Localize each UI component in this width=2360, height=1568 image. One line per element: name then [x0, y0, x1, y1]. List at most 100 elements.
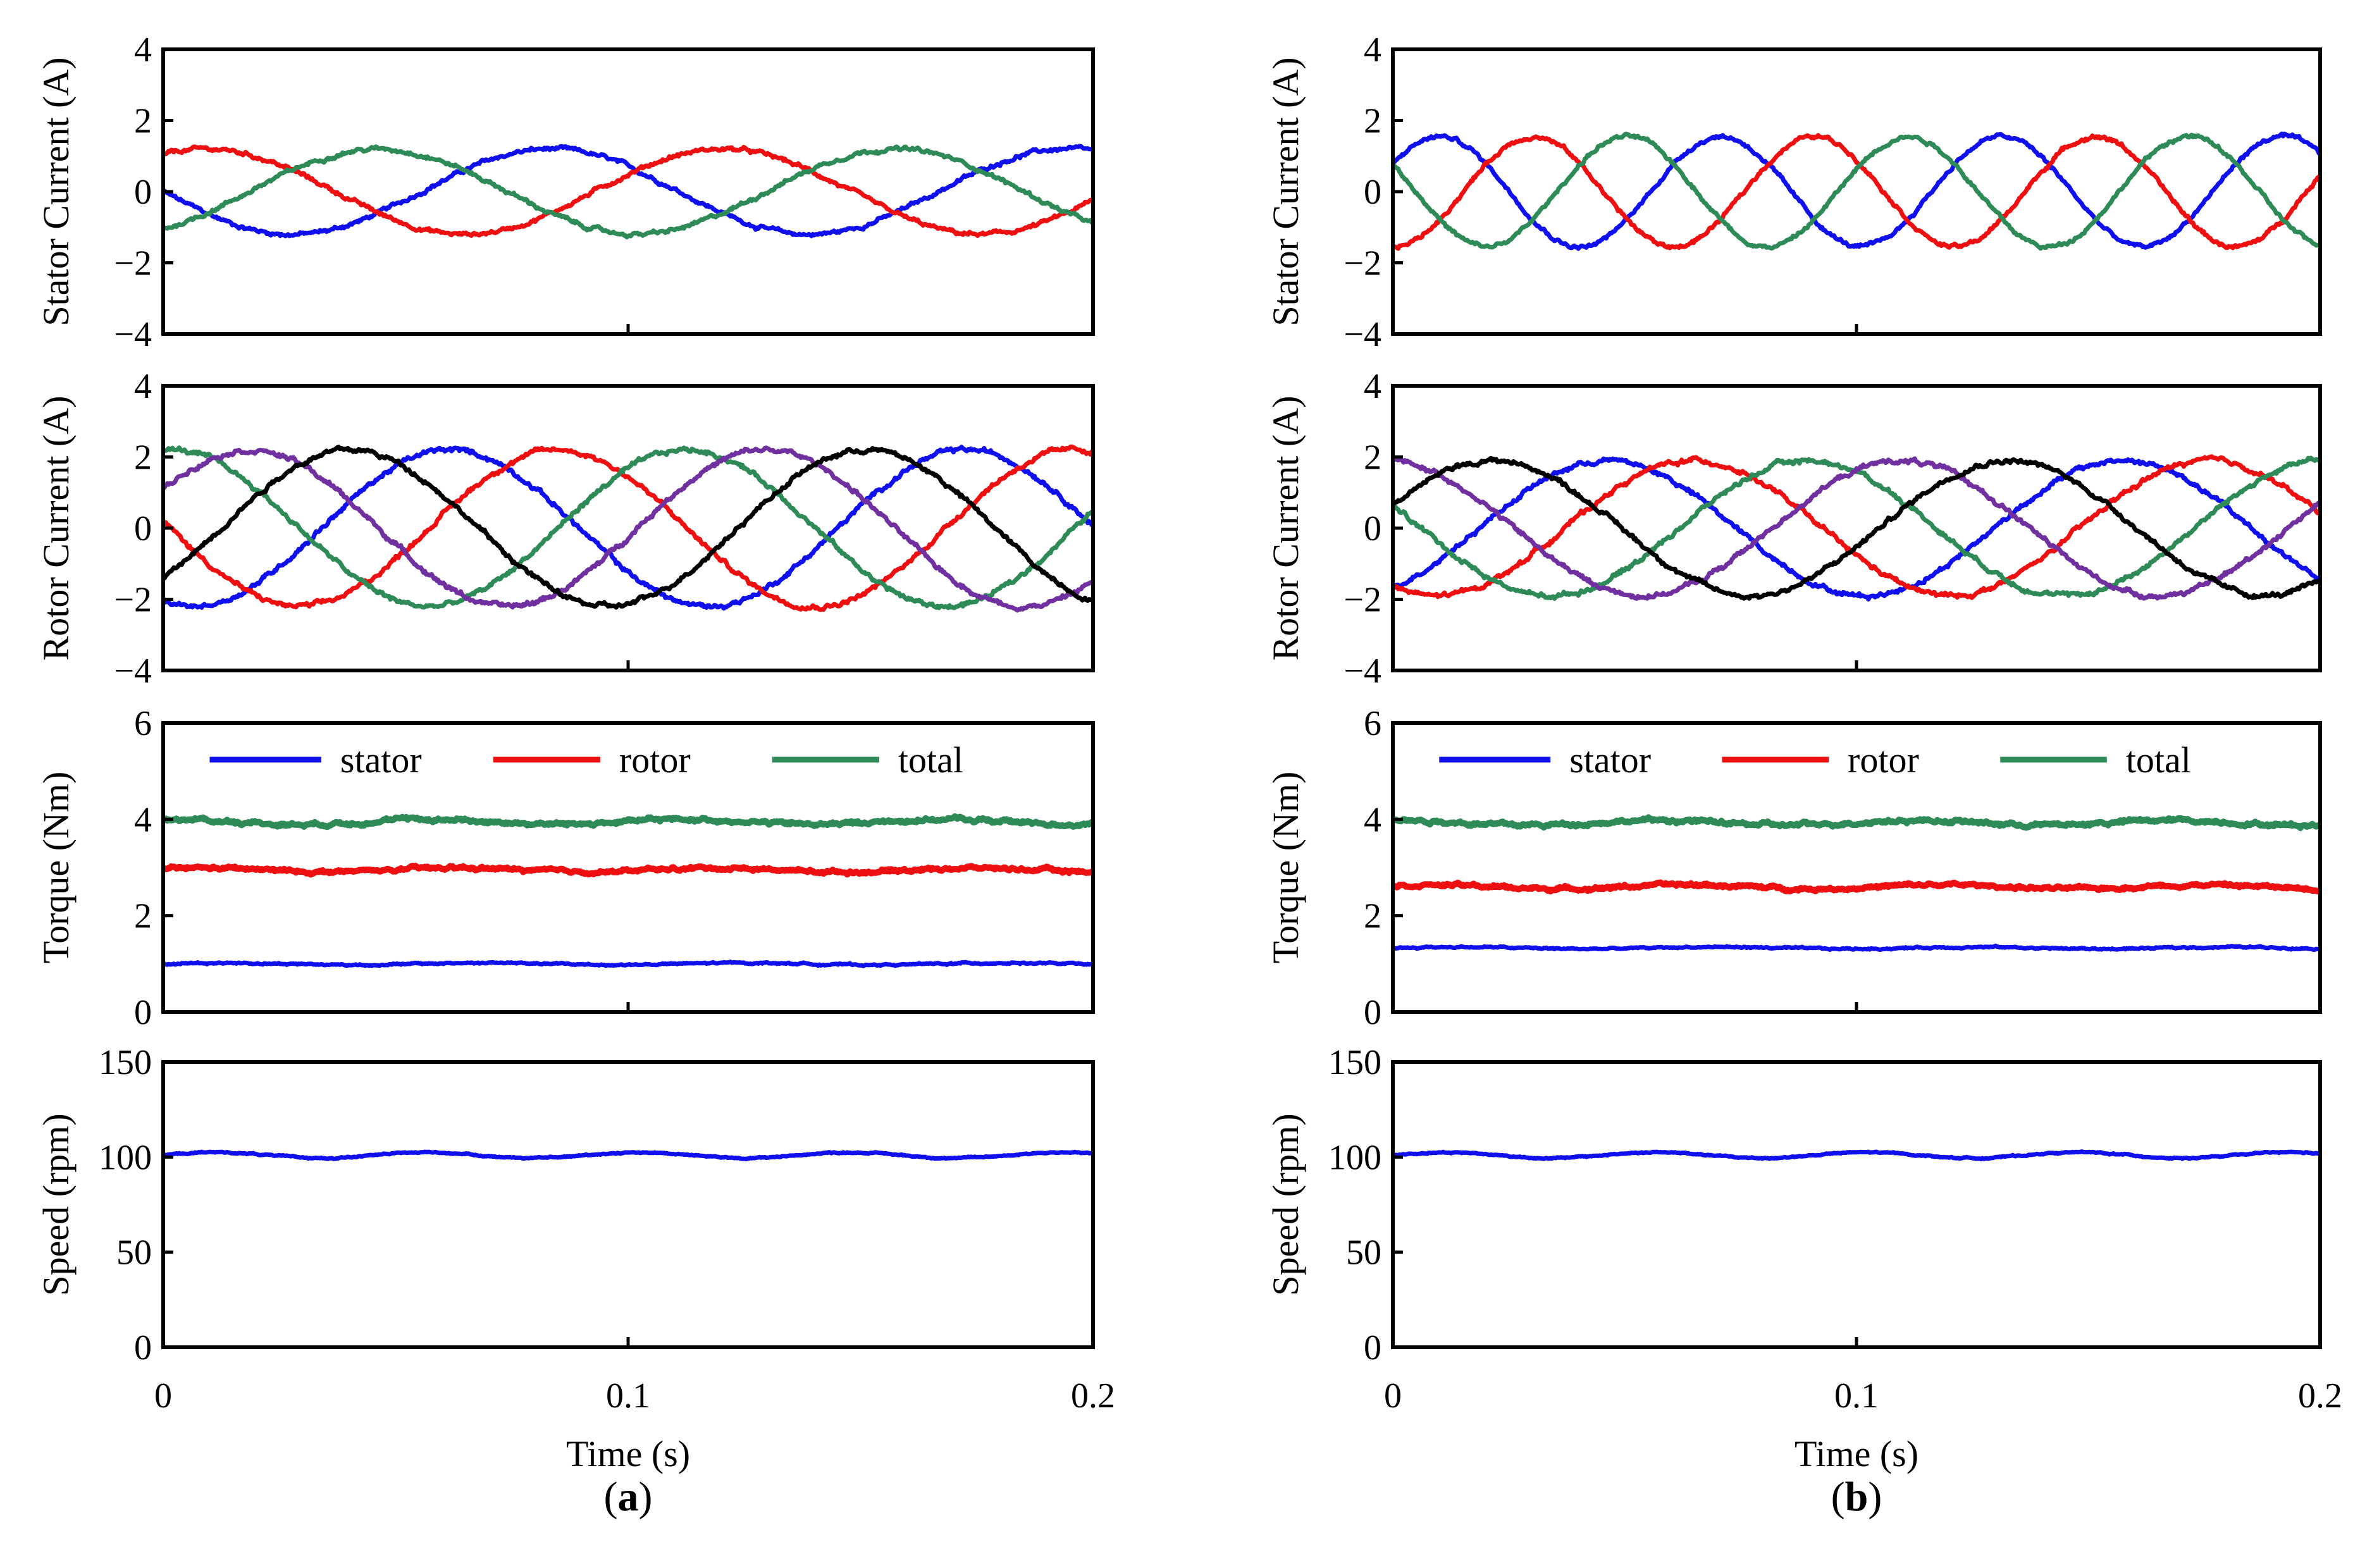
series-line-total	[163, 813, 1093, 830]
y-axis-title: Rotor Current (A)	[1265, 396, 1306, 661]
y-tick-label: 4	[134, 30, 152, 70]
caption-letter: a	[618, 1474, 639, 1520]
x-tick-label: 0.2	[1071, 1376, 1115, 1416]
caption-close: )	[639, 1474, 653, 1520]
y-tick-label: 4	[134, 800, 152, 839]
x-axis-title: Time (s)	[566, 1433, 690, 1474]
y-tick-label: 0	[134, 993, 152, 1032]
series-line-rotor	[1393, 879, 2320, 895]
y-tick-label: 4	[1364, 367, 1381, 406]
legend-label-total: total	[898, 739, 963, 781]
series-line-green	[1393, 132, 2320, 251]
y-tick-label: −4	[1344, 651, 1381, 691]
caption-open: (	[604, 1474, 618, 1520]
series-group	[1393, 814, 2320, 953]
y-tick-label: 2	[1364, 102, 1381, 141]
caption-close: )	[1868, 1474, 1882, 1520]
series-line-stator	[1393, 943, 2320, 953]
series-line-black	[1393, 455, 2320, 601]
series-line-blue	[163, 1149, 1093, 1161]
y-tick-label: 4	[1364, 800, 1381, 839]
y-axis-title: Stator Current (A)	[1265, 57, 1306, 326]
series-line-total	[1393, 814, 2320, 831]
series-group	[163, 444, 1093, 613]
y-tick-label: −2	[1344, 581, 1381, 620]
series-group	[1393, 132, 2320, 251]
legend-label-stator: stator	[340, 739, 422, 781]
series-line-green	[163, 445, 1093, 610]
y-tick-label: 0	[134, 173, 152, 212]
y-tick-label: 0	[1364, 1328, 1381, 1367]
x-tick-label: 0.1	[606, 1376, 650, 1416]
y-axis-title: Rotor Current (A)	[35, 396, 77, 661]
y-tick-label: 2	[134, 102, 152, 141]
series-group	[163, 144, 1093, 240]
legend-label-rotor: rotor	[619, 739, 691, 781]
series-line-red	[163, 444, 1093, 612]
series-group	[1393, 454, 2320, 602]
legend-label-total: total	[2126, 739, 2191, 781]
legend: stator rotor total	[209, 739, 963, 781]
y-tick-label: 2	[1364, 897, 1381, 936]
y-tick-label: 150	[99, 1043, 152, 1082]
series-group	[163, 1149, 1093, 1161]
chart-panel-b-4: −4 −2 0 2 4 Stator Current (A)	[1265, 30, 2322, 354]
chart-panel-a-1: −4 −2 0 2 4 Rotor Current (A)	[35, 367, 1095, 691]
y-axis-title: Torque (Nm)	[1265, 772, 1306, 964]
y-axis-title: Speed (rpm)	[1265, 1113, 1306, 1295]
chart-panel-a-3: 0 50 100 150 Speed (rpm)	[35, 1043, 1095, 1367]
y-tick-label: 2	[134, 897, 152, 936]
panel-caption-b: (b)	[1831, 1474, 1882, 1520]
chart-panel-b-7: 0 50 100 150 Speed (rpm)	[1265, 1043, 2322, 1367]
panel-captions: (a) (b)	[604, 1474, 1882, 1520]
y-tick-label: 2	[1364, 438, 1381, 478]
series-group	[163, 813, 1093, 968]
y-tick-label: 0	[1364, 173, 1381, 212]
y-tick-label: −2	[114, 244, 152, 283]
series-line-blue	[163, 144, 1093, 238]
series-line-red	[1393, 133, 2320, 251]
series-line-blue	[163, 445, 1093, 611]
y-tick-label: 0	[1364, 993, 1381, 1032]
caption-open: (	[1831, 1474, 1845, 1520]
y-tick-label: 6	[134, 704, 152, 743]
series-line-red	[163, 144, 1093, 238]
y-axis-title: Speed (rpm)	[35, 1113, 77, 1295]
legend-label-rotor: rotor	[1848, 739, 1919, 781]
panels: −4 −2 0 2 4 Stator Current (A) −4 −2 0 2 4 Rotor Cu…	[35, 30, 2322, 1367]
series-line-purple	[163, 445, 1093, 613]
x-tick-label: 0	[154, 1376, 172, 1416]
y-tick-label: 6	[1364, 704, 1381, 743]
y-tick-label: −4	[114, 651, 152, 691]
x-tick-label: 0	[1384, 1376, 1402, 1416]
y-tick-label: 0	[1364, 509, 1381, 548]
panel-caption-a: (a)	[604, 1474, 653, 1520]
y-tick-label: −4	[114, 315, 152, 354]
series-line-purple	[1393, 456, 2320, 601]
x-axis-title: Time (s)	[1795, 1433, 1918, 1474]
y-tick-label: −4	[1344, 315, 1381, 354]
y-axis-title: Stator Current (A)	[35, 57, 77, 326]
y-tick-label: 0	[134, 1328, 152, 1367]
y-tick-label: 4	[134, 367, 152, 406]
y-tick-label: 2	[134, 438, 152, 478]
y-tick-label: 50	[1346, 1233, 1381, 1273]
y-tick-label: 0	[134, 509, 152, 548]
series-line-green	[163, 144, 1093, 240]
y-axis-title: Torque (Nm)	[35, 772, 77, 964]
chart-panel-b-6: 0 2 4 6 Torque (Nm) stator rotor total	[1265, 704, 2322, 1032]
x-tick-label: 0.2	[2298, 1376, 2342, 1416]
x-axis-labels: 0 0.1 0.2 Time (s) 0 0.1 0.2 Time (s)	[154, 1376, 2342, 1474]
y-tick-label: 150	[1328, 1043, 1381, 1082]
series-line-blue	[1393, 132, 2320, 251]
y-tick-label: 100	[99, 1138, 152, 1177]
series-line-black	[163, 445, 1093, 610]
chart-panel-a-0: −4 −2 0 2 4 Stator Current (A)	[35, 30, 1095, 354]
legend-label-stator: stator	[1569, 739, 1651, 781]
series-line-red	[1393, 454, 2320, 600]
series-group	[1393, 1149, 2320, 1162]
x-tick-label: 0.1	[1834, 1376, 1879, 1416]
caption-letter: b	[1845, 1474, 1869, 1520]
